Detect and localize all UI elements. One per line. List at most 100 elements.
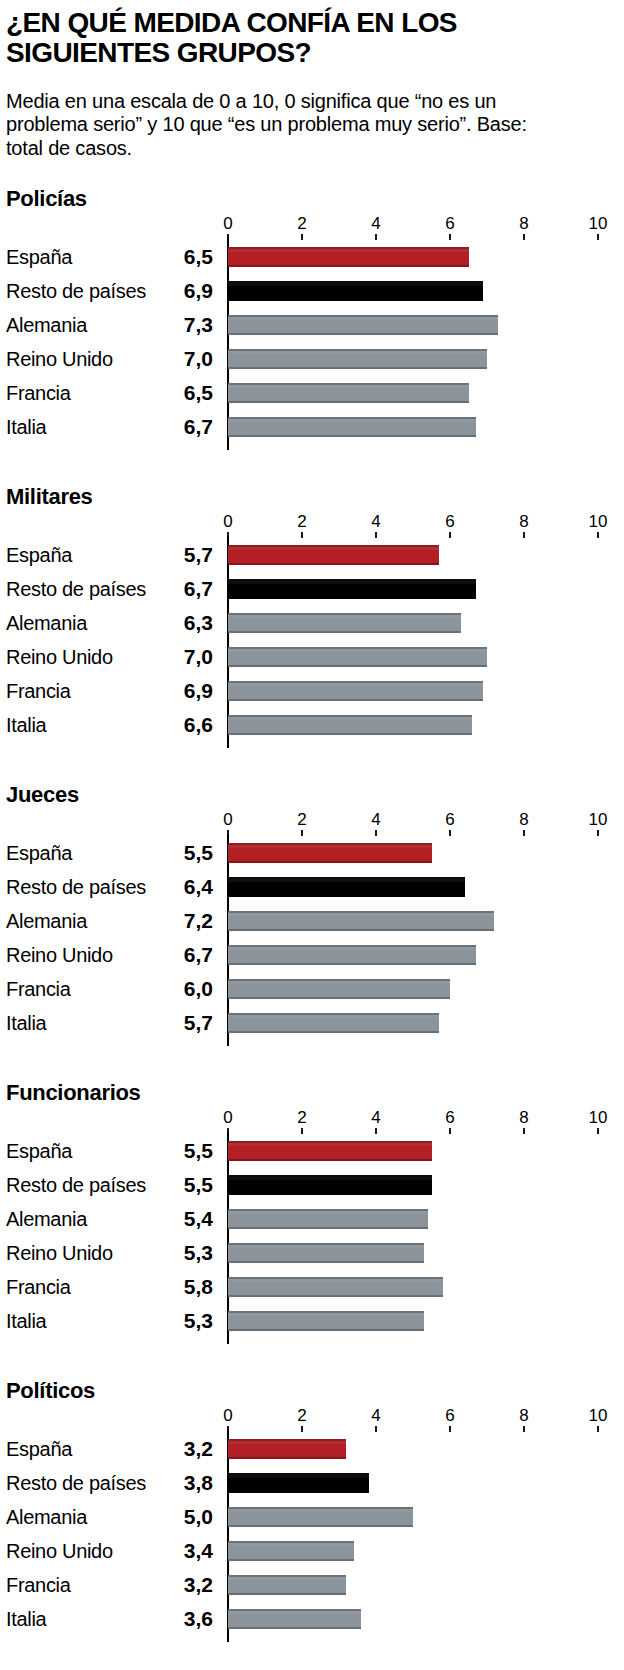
bar-espana bbox=[228, 247, 469, 267]
section-title: Políticos bbox=[6, 1378, 618, 1404]
bar-area bbox=[228, 911, 618, 931]
x-axis-tick-label: 8 bbox=[504, 215, 544, 232]
x-axis-tick-label: 6 bbox=[430, 1407, 470, 1424]
row-value-italia: 6,6 bbox=[150, 713, 213, 737]
infographic: ¿EN QUÉ MEDIDA CONFÍA EN LOS SIGUIENTES … bbox=[0, 0, 624, 1642]
x-axis-tick-mark bbox=[375, 234, 377, 240]
x-axis-tick-label: 0 bbox=[208, 215, 248, 232]
row-value-italia: 6,7 bbox=[150, 415, 213, 439]
x-axis-tick-mark bbox=[597, 830, 599, 836]
row-value-resto-de-paises: 6,9 bbox=[150, 279, 213, 303]
bar-area bbox=[228, 1243, 618, 1263]
row-label-francia: Francia bbox=[6, 978, 150, 1001]
row-value-alemania: 7,2 bbox=[150, 909, 213, 933]
bar-resto-de-paises bbox=[228, 281, 483, 301]
bar-reino-unido bbox=[228, 945, 476, 965]
bar-area bbox=[228, 1609, 618, 1629]
bar-resto-de-paises bbox=[228, 1175, 432, 1195]
bar-espana bbox=[228, 843, 432, 863]
page-title-line-1: ¿EN QUÉ MEDIDA CONFÍA EN LOS bbox=[6, 8, 618, 38]
bar-francia bbox=[228, 383, 469, 403]
bar-area bbox=[228, 247, 618, 267]
x-axis-tick-mark bbox=[375, 532, 377, 538]
chart-plot: 0246810España5,5Resto de países5,5Aleman… bbox=[6, 1108, 618, 1344]
bar-italia bbox=[228, 715, 472, 735]
chart-row: Reino Unido7,0 bbox=[6, 342, 618, 376]
bar-italia bbox=[228, 1609, 361, 1629]
page-title-line-2: SIGUIENTES GRUPOS? bbox=[6, 38, 618, 68]
x-axis: 0246810 bbox=[6, 512, 618, 538]
chart-row: Francia6,9 bbox=[6, 674, 618, 708]
x-axis-tick-label: 10 bbox=[578, 1109, 618, 1126]
bar-area bbox=[228, 383, 618, 403]
chart-row: Resto de países6,9 bbox=[6, 274, 618, 308]
bar-area bbox=[228, 1439, 618, 1459]
row-label-italia: Italia bbox=[6, 1608, 150, 1631]
row-value-alemania: 5,0 bbox=[150, 1505, 213, 1529]
x-axis-tick-label: 4 bbox=[356, 513, 396, 530]
row-value-reino-unido: 5,3 bbox=[150, 1241, 213, 1265]
x-axis-tick-mark bbox=[449, 1426, 451, 1432]
x-axis-tick-mark bbox=[597, 532, 599, 538]
chart-row: Resto de países6,7 bbox=[6, 572, 618, 606]
x-axis-tick-mark bbox=[375, 1426, 377, 1432]
row-label-alemania: Alemania bbox=[6, 612, 150, 635]
row-label-reino-unido: Reino Unido bbox=[6, 1540, 150, 1563]
bar-area bbox=[228, 349, 618, 369]
x-axis-tick-label: 10 bbox=[578, 215, 618, 232]
row-value-francia: 6,9 bbox=[150, 679, 213, 703]
chart-row: Francia5,8 bbox=[6, 1270, 618, 1304]
chart-row: Italia6,7 bbox=[6, 410, 618, 444]
x-axis-tick-label: 6 bbox=[430, 513, 470, 530]
bar-area bbox=[228, 579, 618, 599]
chart-row: España5,5 bbox=[6, 836, 618, 870]
bar-area bbox=[228, 1277, 618, 1297]
x-axis-tick-mark bbox=[301, 532, 303, 538]
bar-area bbox=[228, 1473, 618, 1493]
bar-area bbox=[228, 1013, 618, 1033]
x-axis-tick-mark bbox=[301, 234, 303, 240]
row-label-reino-unido: Reino Unido bbox=[6, 646, 150, 669]
x-axis-tick-label: 4 bbox=[356, 1407, 396, 1424]
x-axis-tick-mark bbox=[597, 1128, 599, 1134]
row-value-alemania: 5,4 bbox=[150, 1207, 213, 1231]
bar-area bbox=[228, 945, 618, 965]
bar-area bbox=[228, 613, 618, 633]
x-axis-tick-mark bbox=[449, 532, 451, 538]
bar-alemania bbox=[228, 315, 498, 335]
x-axis-tick-label: 10 bbox=[578, 513, 618, 530]
section-title: Funcionarios bbox=[6, 1080, 618, 1106]
x-axis-tick-mark bbox=[449, 234, 451, 240]
row-label-reino-unido: Reino Unido bbox=[6, 944, 150, 967]
chart-row: Reino Unido7,0 bbox=[6, 640, 618, 674]
row-value-alemania: 6,3 bbox=[150, 611, 213, 635]
bar-area bbox=[228, 1311, 618, 1331]
x-axis-tick-mark bbox=[375, 830, 377, 836]
chart-row: Alemania7,3 bbox=[6, 308, 618, 342]
chart-row: Alemania7,2 bbox=[6, 904, 618, 938]
chart-row: Alemania5,4 bbox=[6, 1202, 618, 1236]
bar-area bbox=[228, 647, 618, 667]
chart-plot: 0246810España5,7Resto de países6,7Aleman… bbox=[6, 512, 618, 748]
row-label-francia: Francia bbox=[6, 1574, 150, 1597]
row-label-alemania: Alemania bbox=[6, 1506, 150, 1529]
chart-row: Reino Unido3,4 bbox=[6, 1534, 618, 1568]
row-value-reino-unido: 7,0 bbox=[150, 347, 213, 371]
row-value-alemania: 7,3 bbox=[150, 313, 213, 337]
row-value-italia: 5,3 bbox=[150, 1309, 213, 1333]
chart-row: Italia3,6 bbox=[6, 1602, 618, 1636]
x-axis: 0246810 bbox=[6, 1108, 618, 1134]
bar-italia bbox=[228, 1311, 424, 1331]
x-axis-tick-label: 2 bbox=[282, 811, 322, 828]
x-axis-tick-mark bbox=[301, 830, 303, 836]
x-axis-tick-label: 2 bbox=[282, 1407, 322, 1424]
bar-area bbox=[228, 417, 618, 437]
x-axis-tick-mark bbox=[449, 1128, 451, 1134]
row-value-espana: 3,2 bbox=[150, 1437, 213, 1461]
row-label-resto-de-paises: Resto de países bbox=[6, 876, 150, 899]
bar-area bbox=[228, 545, 618, 565]
row-label-resto-de-paises: Resto de países bbox=[6, 1472, 150, 1495]
chart-row: Reino Unido5,3 bbox=[6, 1236, 618, 1270]
chart-plot: 0246810España6,5Resto de países6,9Aleman… bbox=[6, 214, 618, 450]
row-label-alemania: Alemania bbox=[6, 910, 150, 933]
